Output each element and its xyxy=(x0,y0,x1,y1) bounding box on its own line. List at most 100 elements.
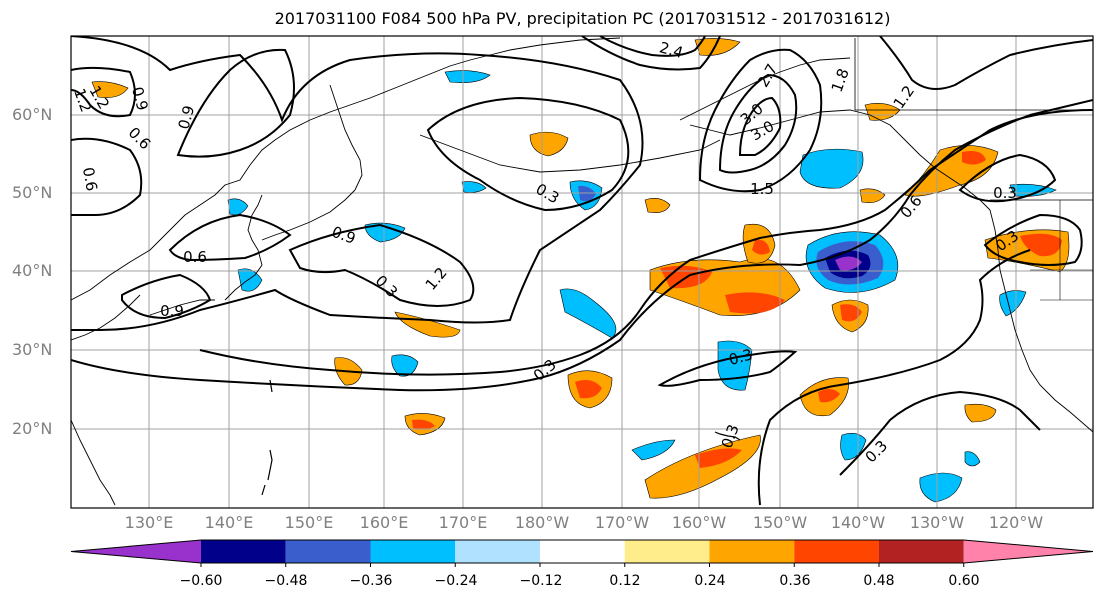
latitude-label: 60°N xyxy=(12,105,53,124)
border-line xyxy=(854,38,1093,111)
contour-label: 0.9 xyxy=(329,223,358,248)
precip-negative-area-max xyxy=(835,256,862,271)
latitude-label: 50°N xyxy=(12,183,53,202)
alaska-coastline xyxy=(689,109,991,211)
japan-coastline xyxy=(224,194,263,301)
colorbar-bin xyxy=(709,540,795,563)
japan-coastline xyxy=(149,299,215,316)
colorbar-bin xyxy=(624,540,710,563)
longitude-label: 170°W xyxy=(594,513,650,532)
hawaii-islands xyxy=(714,431,741,441)
pv-contour xyxy=(657,350,798,387)
colorbar-bin xyxy=(963,540,1093,563)
colorbar-bin xyxy=(285,540,371,563)
longitude-label: 150°E xyxy=(284,513,334,532)
pv-contour xyxy=(121,273,212,320)
map-title: 2017031100 F084 500 hPa PV, precipitatio… xyxy=(274,9,891,28)
precip-strong-area xyxy=(752,239,770,255)
precip-positive-area xyxy=(91,81,129,98)
precip-strong-area xyxy=(1020,233,1062,257)
pv-contour xyxy=(168,213,292,262)
pv-contour xyxy=(738,96,782,156)
pv-contour xyxy=(757,249,1031,506)
graticule xyxy=(71,36,1093,508)
longitude-label: 180°W xyxy=(514,513,570,532)
longitude-label: 140°W xyxy=(830,513,886,532)
colorbar-bin xyxy=(540,540,625,563)
pv-contour xyxy=(71,36,644,331)
precip-negative-area xyxy=(799,148,864,189)
precipitation-shading xyxy=(91,38,1070,503)
precip-strong-area xyxy=(575,380,602,399)
precip-negative-area xyxy=(237,268,263,292)
map-frame xyxy=(70,35,1094,509)
precip-positive-area xyxy=(964,403,997,423)
precip-positive-area xyxy=(529,131,569,157)
precip-positive-area xyxy=(394,311,461,338)
precip-strong-area xyxy=(412,419,435,430)
precip-negative-area xyxy=(559,288,617,339)
colorbar-tick-label: −0.24 xyxy=(434,573,478,589)
colorbar-tick-label: 0.48 xyxy=(863,573,895,589)
colorbar-tick-label: 0.12 xyxy=(609,573,641,589)
pv-contour xyxy=(581,36,721,71)
latitude-label: 30°N xyxy=(12,340,53,359)
colorbar xyxy=(70,539,1094,567)
longitude-label: 140°E xyxy=(204,513,254,532)
kuril-islands xyxy=(261,189,356,241)
asia-coastline xyxy=(71,37,621,301)
contour-label: 0.3 xyxy=(993,184,1017,202)
pv-contour xyxy=(698,48,823,193)
pv-contour xyxy=(71,99,1093,392)
precip-negative-area xyxy=(578,185,596,202)
longitude-label: 130°W xyxy=(909,513,965,532)
precip-negative-area xyxy=(364,222,406,243)
kamchatka-coastline xyxy=(329,84,363,191)
contour-label: 0.6 xyxy=(183,248,207,266)
latitude-label: 40°N xyxy=(12,261,53,280)
pv-contour xyxy=(199,109,1093,376)
contour-label: 0.3 xyxy=(530,356,560,385)
pv-contours xyxy=(71,36,1093,506)
colorbar-tick-label: −0.60 xyxy=(179,573,223,589)
precip-negative-area xyxy=(999,290,1027,317)
contour-label: 0.3 xyxy=(727,345,755,369)
contour-label: 1.8 xyxy=(828,66,853,95)
colorbar-tick-label: −0.36 xyxy=(349,573,393,589)
colorbar-tick-label: −0.12 xyxy=(519,573,563,589)
colorbar-bin xyxy=(455,540,540,563)
colorbar-tick-label: 0.24 xyxy=(694,573,726,589)
precip-strong-area xyxy=(695,448,742,468)
pv-contour xyxy=(176,48,295,158)
pv-contour xyxy=(718,73,798,174)
precip-negative-area xyxy=(919,472,963,503)
precip-negative-area xyxy=(227,198,249,216)
precip-negative-area xyxy=(840,433,867,461)
pv-contour xyxy=(599,36,706,57)
precip-strong-area xyxy=(725,292,785,314)
precip-negative-area xyxy=(461,181,487,193)
island-chain xyxy=(261,379,273,496)
latitude-label: 20°N xyxy=(12,419,53,438)
longitude-label: 150°W xyxy=(752,513,808,532)
colorbar-tick-label: −0.48 xyxy=(264,573,308,589)
contour-label: 1.2 xyxy=(422,264,451,294)
aleutian-islands xyxy=(419,134,721,173)
pv-contour xyxy=(958,153,1057,203)
colorbar-bin xyxy=(71,540,201,563)
contour-label: 0.9 xyxy=(128,85,152,113)
colorbar-bin xyxy=(879,540,964,563)
asia-coastline xyxy=(71,294,141,341)
longitude-label: 170°E xyxy=(438,513,488,532)
longitude-label: 120°W xyxy=(988,513,1044,532)
colorbar-tick-label: 0.60 xyxy=(948,573,980,589)
contour-label: 2.7 xyxy=(754,61,782,91)
pv-contour xyxy=(879,36,1093,90)
contour-label: 0.9 xyxy=(175,104,199,132)
contour-label: 0.3 xyxy=(533,180,563,208)
pv-contour xyxy=(288,223,475,307)
precip-strong-area xyxy=(818,388,840,403)
contour-label: 0.3 xyxy=(862,437,892,467)
colorbar-tick-label: 0.36 xyxy=(779,573,811,589)
colorbar-bin xyxy=(370,540,456,563)
